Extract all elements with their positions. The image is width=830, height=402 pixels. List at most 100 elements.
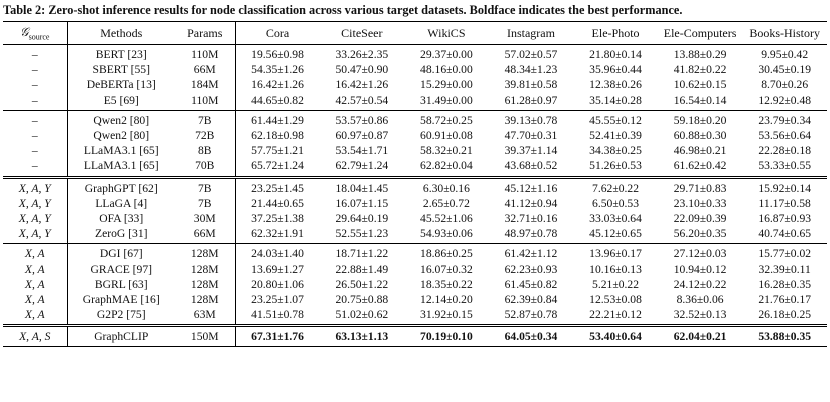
table-cell: 59.18±0.20	[673, 113, 727, 127]
header-cell: CiteSeer	[341, 25, 383, 40]
table-cell: 16.07±0.32	[420, 262, 473, 276]
table-cell: 24.12±0.22	[673, 277, 727, 291]
table-cell: 66M	[175, 226, 236, 244]
table-cell: 60.91±0.08	[420, 129, 473, 143]
table-cell: 61.44±1.29	[251, 113, 304, 127]
table-cell: 6.50±0.53	[592, 196, 639, 210]
table-cell: 9.95±0.42	[761, 48, 809, 62]
table-cell: 16.28±0.35	[758, 277, 812, 291]
table-row: X, A, Y LLaGA [4] 7B 21.44±0.65 16.07±1.15 2.…	[3, 195, 827, 211]
table-cell: 128M	[175, 243, 236, 262]
table-cell: ZeroG [31]	[95, 227, 148, 241]
header-cell: Params	[175, 21, 236, 45]
table-cell: 26.18±0.25	[758, 308, 812, 322]
table-cell: 53.33±0.55	[758, 159, 812, 173]
table-cell: X, A, Y	[3, 177, 68, 196]
table-cell: 35.96±0.44	[589, 63, 642, 77]
table-cell: 20.75±0.88	[335, 292, 389, 306]
table-cell: LLaMA3.1 [65]	[83, 144, 159, 158]
table-cell: 33.03±0.64	[589, 211, 642, 225]
table-cell: –	[3, 110, 68, 128]
table-row: – DeBERTa [13] 184M 16.42±1.26 16.42±1.26 15.…	[3, 77, 827, 93]
table-cell: 53.88±0.35	[758, 330, 812, 344]
table-row: – LLaMA3.1 [65] 8B 57.75±1.21 53.54±1.71 58.3…	[3, 143, 827, 159]
table-cell: 62.79±1.24	[335, 159, 389, 173]
table-cell: 52.55±1.23	[335, 227, 389, 241]
table-cell: 56.20±0.35	[673, 227, 727, 241]
table-cell: 53.56±0.64	[758, 129, 812, 143]
row-group: – BERT [23] 110M 19.56±0.98 33.26±2.35 29.37±…	[3, 44, 827, 111]
table-cell: SBERT [55]	[92, 63, 150, 77]
table-cell: 7B	[175, 195, 236, 211]
table-cell: 51.02±0.62	[335, 308, 389, 322]
table-cell: DGI [67]	[99, 247, 143, 261]
table-row: X, A GRACE [97] 128M 13.69±1.27 22.88±1.49 16…	[3, 261, 827, 277]
table-cell: 8.36±0.06	[676, 292, 724, 306]
table-cell: 15.77±0.02	[758, 247, 812, 261]
table-cell: 34.38±0.25	[589, 144, 642, 158]
table-cell: DeBERTa [13]	[86, 78, 156, 92]
table-row: X, A, Y GraphGPT [62] 7B 23.25±1.45 18.04±1.…	[3, 177, 827, 196]
table-cell: LLaMA3.1 [65]	[83, 159, 159, 173]
table-cell: 20.80±1.06	[251, 277, 304, 291]
table-cell: E5 [69]	[103, 93, 139, 107]
table-cell: –	[3, 77, 68, 93]
table-cell: –	[3, 127, 68, 144]
table-row: X, A, S GraphCLIP 150M 67.31±1.76 63.13±1.13…	[3, 325, 827, 347]
table-cell: 27.12±0.03	[673, 247, 727, 261]
table-cell: 51.26±0.53	[589, 159, 642, 173]
table-cell: 30.45±0.19	[758, 63, 812, 77]
table-cell: 30M	[175, 210, 236, 227]
table-cell: 60.97±0.87	[335, 129, 389, 143]
table-cell: 7B	[175, 110, 236, 128]
table-cell: 53.54±1.71	[335, 144, 389, 158]
table-cell: 29.71±0.83	[673, 181, 727, 195]
table-cell: 61.45±0.82	[504, 277, 558, 291]
table-row: – Qwen2 [80] 7B 61.44±1.29 53.57±0.86 58.72±0…	[3, 110, 827, 128]
table-cell: 110M	[175, 44, 236, 63]
table-cell: 184M	[175, 77, 236, 93]
table-cell: 18.04±1.45	[335, 181, 389, 195]
table-cell: 23.79±0.34	[758, 113, 812, 127]
table-cell: Qwen2 [80]	[93, 113, 150, 127]
table-cell: 43.68±0.52	[504, 159, 558, 173]
table-cell: 8B	[175, 143, 236, 159]
header-subscript: source	[28, 32, 50, 42]
caption: Table 2: Zero-shot inference results for…	[3, 3, 683, 17]
table-cell: 39.81±0.58	[504, 78, 558, 92]
table-row: – SBERT [55] 66M 54.35±1.26 50.47±0.90 48.16±…	[3, 62, 827, 78]
table-cell: 24.03±1.40	[251, 247, 304, 261]
table-cell: LLaGA [4]	[95, 196, 148, 210]
table-cell: X, A	[3, 243, 68, 262]
table-cell: 23.25±1.07	[251, 292, 304, 306]
table-cell: 29.37±0.00	[420, 48, 473, 62]
table-cell: G2P2 [75]	[96, 308, 146, 322]
row-group: X, A DGI [67] 128M 24.03±1.40 18.71±1.22 18.8…	[3, 243, 827, 326]
table-cell: 21.80±0.14	[589, 48, 642, 62]
table-cell: –	[3, 62, 68, 78]
table-cell: 13.88±0.29	[673, 48, 727, 62]
table-row: X, A, Y OFA [33] 30M 37.25±1.38 29.64±0.19 45…	[3, 210, 827, 227]
table-cell: 128M	[175, 291, 236, 307]
table-cell: 61.62±0.42	[673, 159, 727, 173]
table-cell: GRACE [97]	[90, 262, 152, 276]
table-cell: 39.13±0.78	[504, 113, 558, 127]
row-group: X, A, Y GraphGPT [62] 7B 23.25±1.45 18.04±1.…	[3, 177, 827, 244]
table-cell: 45.12±1.16	[504, 181, 558, 195]
table-cell: BERT [23]	[95, 48, 147, 62]
header-cell: Instagram	[506, 25, 555, 40]
table-cell: 53.57±0.86	[335, 113, 389, 127]
table-cell: 2.65±0.72	[422, 196, 470, 210]
table-cell: 41.51±0.78	[251, 308, 304, 322]
table-cell: 50.47±0.90	[335, 63, 389, 77]
header-symbol: 𝒢	[20, 24, 29, 39]
table-cell: 16.87±0.93	[758, 211, 812, 225]
table-cell: 21.44±0.65	[251, 196, 304, 210]
table-cell: 62.82±0.04	[420, 159, 473, 173]
table-cell: Qwen2 [80]	[93, 129, 150, 143]
table-header: 𝒢source Methods Params Cora CiteSeer WikiCS In…	[3, 21, 827, 45]
table-cell: –	[3, 158, 68, 177]
table-cell: 128M	[175, 276, 236, 292]
table-cell: 23.25±1.45	[251, 181, 304, 195]
table-cell: 15.29±0.00	[420, 78, 473, 92]
